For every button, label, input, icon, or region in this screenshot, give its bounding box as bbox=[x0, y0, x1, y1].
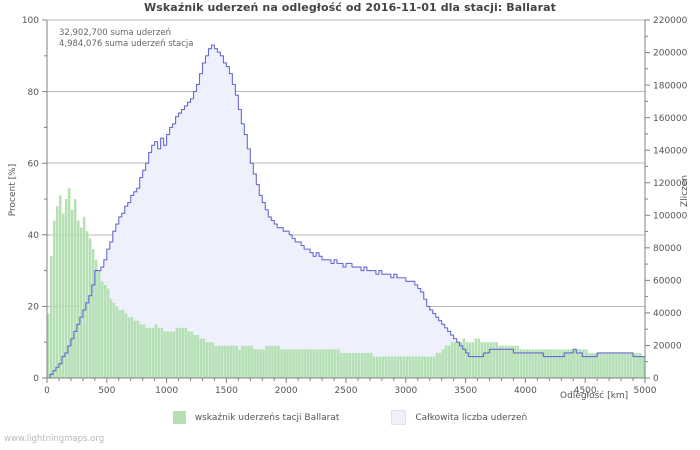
svg-text:200000: 200000 bbox=[653, 49, 688, 59]
svg-text:60: 60 bbox=[28, 159, 40, 169]
svg-text:100000: 100000 bbox=[653, 211, 688, 221]
svg-text:1500: 1500 bbox=[215, 386, 238, 396]
y-axis-label-right: Zliczen bbox=[680, 174, 690, 208]
svg-text:160000: 160000 bbox=[653, 114, 688, 124]
svg-text:5000: 5000 bbox=[634, 386, 657, 396]
svg-text:40: 40 bbox=[28, 231, 40, 241]
legend-swatch-total bbox=[391, 410, 407, 425]
svg-text:80000: 80000 bbox=[653, 244, 682, 254]
svg-text:500: 500 bbox=[98, 386, 115, 396]
watermark: www.lightningmaps.org bbox=[4, 434, 105, 444]
svg-text:100: 100 bbox=[22, 16, 39, 26]
y-axis-label-left: Procent [%] bbox=[8, 163, 18, 217]
legend-label-total: Całkowita liczba uderzeń bbox=[415, 412, 528, 423]
svg-text:180000: 180000 bbox=[653, 81, 688, 91]
svg-text:2000: 2000 bbox=[275, 386, 298, 396]
svg-text:20000: 20000 bbox=[653, 342, 682, 352]
legend-item-total: Całkowita liczba uderzeń bbox=[391, 410, 527, 425]
svg-text:80: 80 bbox=[28, 88, 40, 98]
svg-text:140000: 140000 bbox=[653, 146, 688, 156]
svg-text:0: 0 bbox=[653, 374, 659, 384]
svg-text:1000: 1000 bbox=[155, 386, 178, 396]
svg-text:4500: 4500 bbox=[574, 386, 597, 396]
svg-text:40000: 40000 bbox=[653, 309, 682, 319]
svg-text:4000: 4000 bbox=[514, 386, 537, 396]
chart-title: Wskaźnik uderzeń na odległość od 2016-11… bbox=[144, 1, 556, 14]
svg-text:0: 0 bbox=[33, 374, 39, 384]
svg-text:3000: 3000 bbox=[394, 386, 417, 396]
chart-legend: wskaźnik uderzeńs tacji Ballarat Całkowi… bbox=[0, 410, 700, 425]
svg-text:220000: 220000 bbox=[653, 16, 688, 26]
svg-text:20: 20 bbox=[28, 303, 40, 313]
annotation-station-strokes: 4,984,076 suma uderzeń stacja bbox=[59, 39, 194, 49]
x-axis-label: Odległość [km] bbox=[560, 391, 629, 401]
svg-text:3500: 3500 bbox=[454, 386, 477, 396]
svg-text:120000: 120000 bbox=[653, 179, 688, 189]
annotation-total-strokes: 32,902,700 suma uderzeń bbox=[59, 28, 171, 38]
legend-swatch-station bbox=[172, 411, 186, 424]
svg-text:2500: 2500 bbox=[335, 386, 358, 396]
svg-text:60000: 60000 bbox=[653, 277, 682, 287]
legend-item-station: wskaźnik uderzeńs tacji Ballarat bbox=[172, 411, 340, 424]
svg-text:0: 0 bbox=[44, 386, 50, 396]
legend-label-station: wskaźnik uderzeńs tacji Ballarat bbox=[194, 412, 340, 423]
